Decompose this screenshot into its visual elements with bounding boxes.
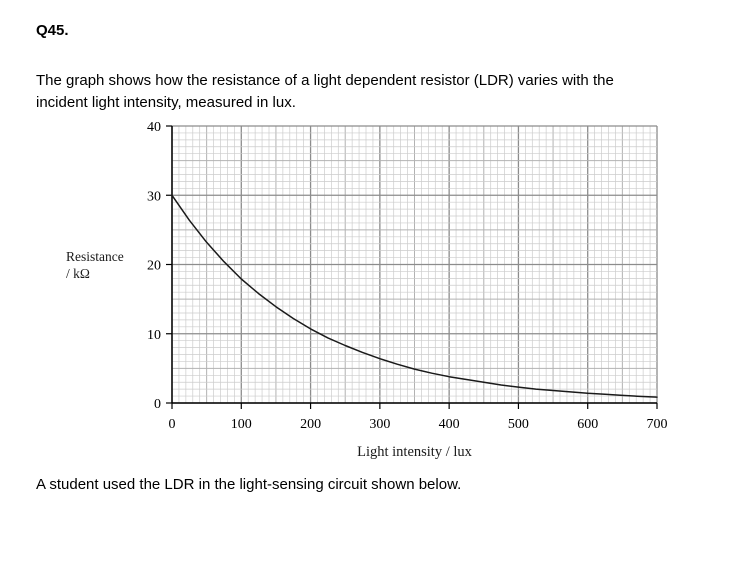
x-tick-label: 700: [647, 417, 668, 432]
intro-line-2: incident light intensity, measured in lu…: [36, 94, 296, 111]
grid-lines: [171, 125, 658, 404]
y-axis-title: Resistance / kΩ: [66, 248, 124, 282]
y-tick-label: 10: [147, 328, 161, 343]
y-tick-label: 20: [147, 259, 161, 274]
x-tick-label: 500: [508, 417, 529, 432]
y-tick-label: 40: [147, 120, 161, 135]
intro-paragraph: The graph shows how the resistance of a …: [36, 70, 614, 114]
intro-line-1: The graph shows how the resistance of a …: [36, 72, 614, 89]
axes: [166, 125, 658, 409]
resistance-vs-light-chart: 0 100 200 300 400 500 600 700 0 10 20 30 40 Light int…: [147, 120, 668, 460]
y-tick-label: 30: [147, 189, 161, 204]
x-tick-label: 100: [231, 417, 252, 432]
y-tick-label: 0: [154, 397, 161, 412]
y-axis-title-line-1: Resistance: [66, 249, 124, 264]
ldr-resistance-curve: [171, 194, 658, 398]
y-axis-title-line-2: / kΩ: [66, 266, 90, 281]
x-tick-label: 0: [169, 417, 176, 432]
resistance-graph-figure: Resistance / kΩ 0 100 200 300 400 500 600 700 0 1…: [0, 118, 738, 470]
x-tick-label: 300: [369, 417, 390, 432]
x-tick-label: 400: [439, 417, 460, 432]
question-number: Q45.: [36, 22, 69, 39]
x-tick-label: 600: [577, 417, 598, 432]
footer-text: A student used the LDR in the light-sens…: [36, 476, 462, 493]
tick-labels: 0 100 200 300 400 500 600 700 0 10 20 30 40: [147, 120, 668, 432]
x-axis-title: Light intensity / lux: [357, 444, 473, 460]
x-tick-label: 200: [300, 417, 321, 432]
